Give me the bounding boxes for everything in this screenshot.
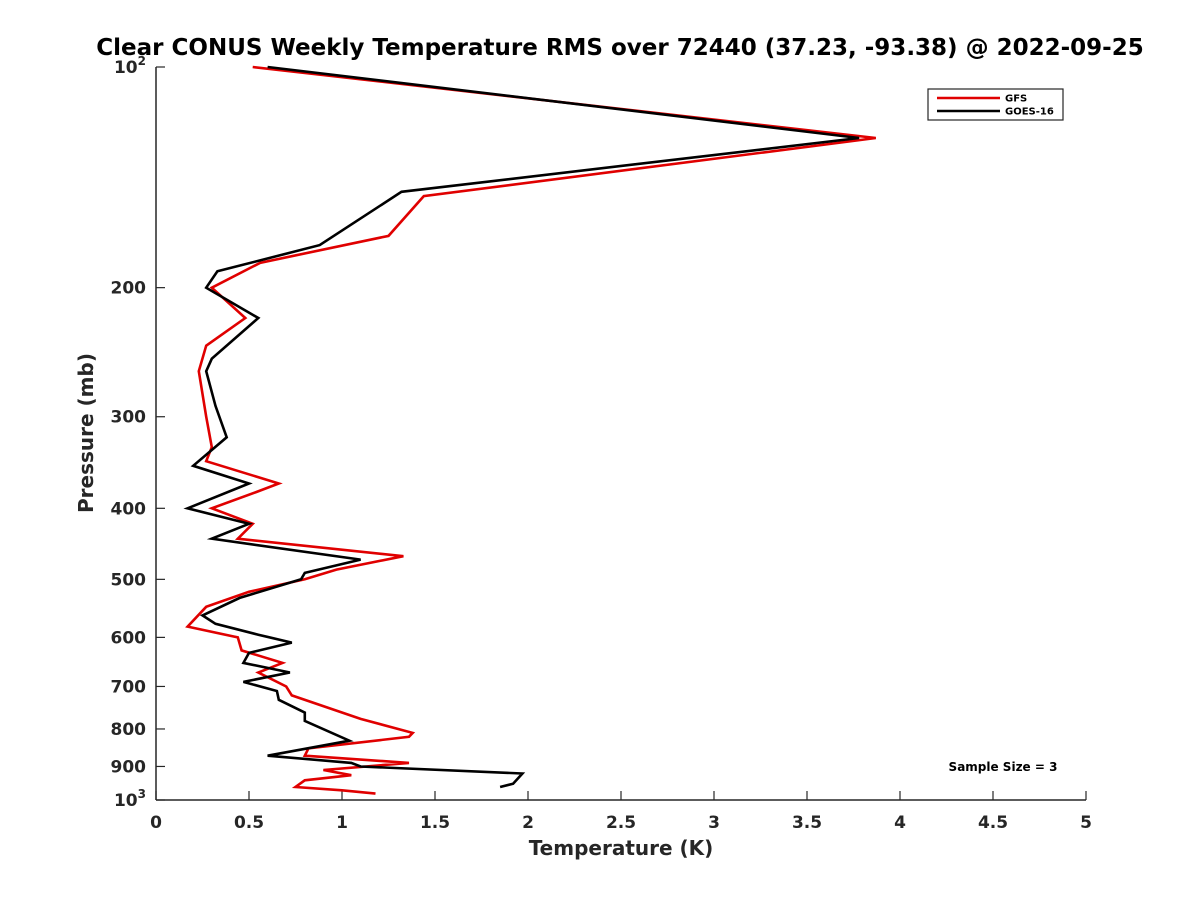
y-tick-label: 102 — [114, 54, 146, 78]
x-tick-label: 4 — [894, 813, 906, 833]
x-tick-label: 1.5 — [420, 813, 450, 833]
y-tick-label: 400 — [111, 499, 147, 519]
legend-box — [927, 88, 1064, 121]
legend-label: GFS — [1005, 94, 1027, 105]
plot-area — [156, 67, 1086, 800]
x-tick-label: 5 — [1080, 813, 1092, 833]
x-tick-label: 2.5 — [606, 813, 636, 833]
legend-label: GOES-16 — [1005, 107, 1054, 118]
y-tick-label: 103 — [114, 787, 146, 811]
x-tick-label: 4.5 — [978, 813, 1008, 833]
axes: 0 0.5 1 1.5 2 2.5 3 3.5 4 4.5 5 102 200 300 400 500 600 7… — [111, 54, 1092, 833]
y-tick-label: 800 — [111, 720, 147, 740]
x-axis-label: Temperature (K) — [529, 836, 714, 860]
series-line-gfs — [185, 65, 876, 795]
y-tick-label: 600 — [111, 628, 147, 648]
x-tick-label: 1 — [336, 813, 348, 833]
y-axis-label: Pressure (mb) — [74, 353, 98, 513]
x-tick-label: 3 — [708, 813, 720, 833]
y-tick-label: 500 — [111, 570, 147, 590]
chart-title: Clear CONUS Weekly Temperature RMS over … — [96, 35, 1143, 61]
sample-size-annotation: Sample Size = 3 — [949, 760, 1058, 774]
x-tick-label: 0.5 — [234, 813, 264, 833]
y-tick-label: 900 — [111, 757, 147, 777]
x-tick-label: 3.5 — [792, 813, 822, 833]
x-tick-label: 2 — [522, 813, 534, 833]
y-tick-label: 700 — [111, 677, 147, 697]
y-tick-label: 300 — [111, 408, 147, 428]
x-tick-label: 0 — [150, 813, 162, 833]
legend: GFS GOES-16 — [927, 88, 1064, 121]
series-layer — [183, 65, 876, 795]
y-tick-label: 200 — [111, 279, 147, 299]
series-line-goes-16 — [183, 65, 860, 789]
